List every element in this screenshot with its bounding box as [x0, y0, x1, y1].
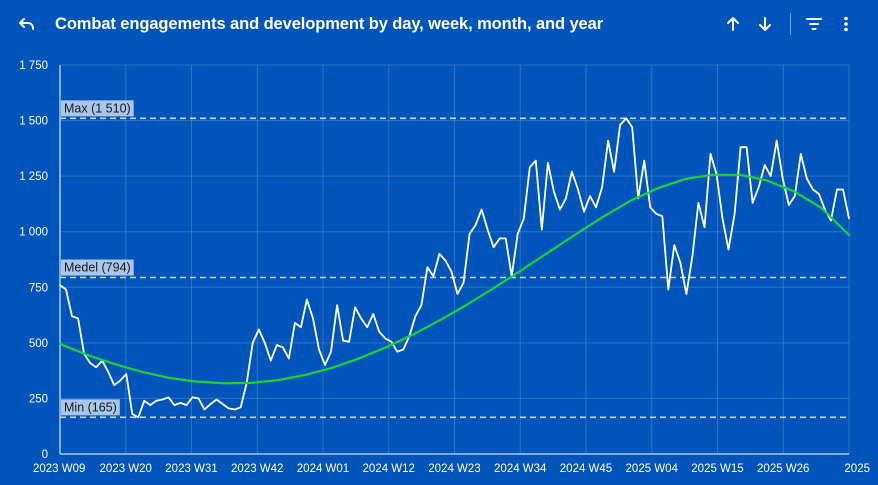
- x-tick-label: 2024 W01: [297, 463, 349, 475]
- back-button[interactable]: [14, 12, 40, 38]
- more-options-button[interactable]: [834, 12, 858, 36]
- undo-arrow-icon: [19, 18, 34, 30]
- y-tick-label: 750: [29, 282, 48, 294]
- y-tick-label: 500: [29, 338, 48, 350]
- y-tick-label: 1 750: [19, 60, 48, 72]
- filter-lines-icon: [806, 18, 822, 30]
- x-tick-label: 2025: [844, 463, 870, 475]
- y-tick-label: 1 500: [19, 116, 48, 128]
- y-tick-label: 250: [29, 393, 48, 405]
- x-tick-label: 2023 W42: [231, 463, 283, 475]
- x-tick-label: 2023 W31: [165, 463, 217, 475]
- y-tick-label: 1 000: [19, 227, 48, 239]
- x-tick-label: 2024 W23: [428, 463, 480, 475]
- line-chart: 0 250 500 750 1 000 1 250 1 500 1 750 2023 W09 20…: [19, 60, 870, 475]
- reference-line-label: Medel (794): [64, 261, 131, 275]
- arrow-up-icon: [727, 17, 739, 31]
- arrow-down-icon: [759, 17, 771, 31]
- more-vertical-icon: [844, 16, 848, 32]
- reference-label-background: [61, 259, 134, 276]
- x-tick-label: 2024 W12: [363, 463, 415, 475]
- x-tick-label: 2025 W15: [691, 463, 743, 475]
- x-tick-label: 2023 W09: [33, 463, 85, 475]
- data-series-line: [59, 117, 850, 419]
- toolbar-divider: [790, 13, 791, 35]
- trend-line: [58, 173, 851, 385]
- sort-descending-button[interactable]: [753, 12, 777, 36]
- x-tick-label: 2024 W34: [494, 463, 547, 475]
- reference-line-label: Max (1 510): [64, 101, 131, 115]
- chart-title: Combat engagements and development by da…: [55, 15, 604, 33]
- y-tick-label: 0: [42, 449, 48, 461]
- y-tick-label: 1 250: [19, 171, 48, 183]
- reference-label-background: [61, 399, 120, 416]
- header-bar: Combat engagements and development by da…: [0, 0, 878, 50]
- sort-ascending-button[interactable]: [721, 12, 745, 36]
- filter-button[interactable]: [802, 12, 826, 36]
- x-tick-label: 2023 W20: [100, 463, 152, 475]
- x-tick-label: 2025 W26: [757, 463, 809, 475]
- x-tick-label: 2024 W45: [560, 463, 612, 475]
- reference-label-background: [61, 100, 134, 117]
- x-tick-label: 2025 W04: [626, 463, 679, 475]
- reference-line-label: Min (165): [64, 400, 117, 414]
